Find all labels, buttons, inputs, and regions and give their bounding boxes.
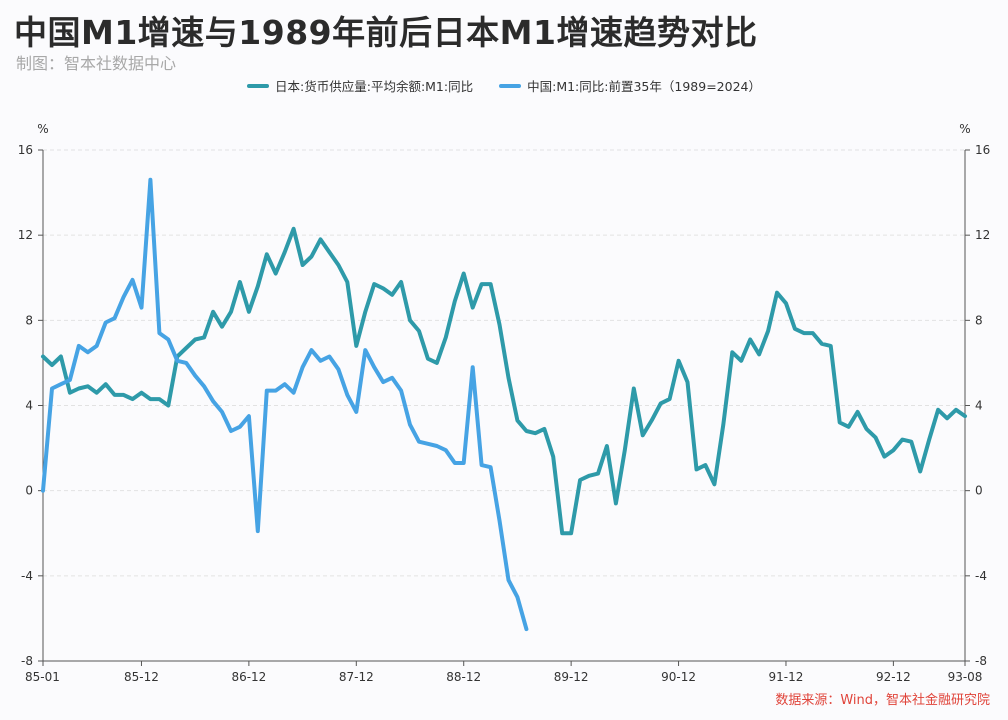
x-tick-label: 89-12 [554, 670, 589, 684]
chart-legend: 日本:货币供应量:平均余额:M1:同比 中国:M1:同比:前置35年（1989=… [0, 76, 1008, 95]
y-tick-label-right: -8 [975, 654, 987, 668]
y-tick-label-left: 8 [25, 313, 33, 327]
y-tick-label-left: -8 [21, 654, 33, 668]
x-tick-label: 91-12 [769, 670, 804, 684]
y-tick-label-right: -4 [975, 569, 987, 583]
chart-title: 中国M1增速与1989年前后日本M1增速趋势对比 [14, 13, 758, 52]
y-tick-label-right: 8 [975, 313, 983, 327]
y-tick-label-right: 16 [975, 143, 990, 157]
legend-label-china: 中国:M1:同比:前置35年（1989=2024） [527, 79, 761, 94]
y-tick-label-right: 4 [975, 399, 983, 413]
y-tick-label-left: 16 [18, 143, 33, 157]
legend-item-china[interactable]: 中国:M1:同比:前置35年（1989=2024） [499, 76, 761, 95]
y-tick-label-left: -4 [21, 569, 33, 583]
x-tick-label: 85-12 [124, 670, 159, 684]
data-source-note: 数据来源：Wind，智本社金融研究院 [775, 693, 990, 708]
legend-item-japan[interactable]: 日本:货币供应量:平均余额:M1:同比 [247, 76, 473, 95]
series-lines [41, 177, 967, 632]
series-line-japan [41, 226, 967, 536]
series-line-china [41, 177, 529, 632]
y-unit-right: % [959, 122, 970, 136]
x-tick-label: 92-12 [876, 670, 911, 684]
axes: -8 -8 -4 -4 0 0 4 4 8 8 12 12 16 16% % 85-01 85-12 86-12 8… [18, 122, 991, 684]
y-tick-label-left: 12 [18, 228, 33, 242]
y-tick-label-right: 12 [975, 228, 990, 242]
x-tick-label: 93-08 [948, 670, 983, 684]
legend-swatch-china [499, 83, 522, 88]
y-tick-label-left: 0 [25, 484, 33, 498]
x-tick-label: 86-12 [231, 670, 266, 684]
legend-swatch-japan [247, 83, 270, 88]
y-tick-label-right: 0 [975, 484, 983, 498]
x-tick-label: 88-12 [446, 670, 481, 684]
y-unit-left: % [37, 122, 48, 136]
chart-subtitle: 制图：智本社数据中心 [16, 54, 177, 73]
y-tick-label-left: 4 [25, 399, 33, 413]
x-tick-label: 90-12 [661, 670, 696, 684]
legend-label-japan: 日本:货币供应量:平均余额:M1:同比 [275, 79, 474, 94]
x-tick-label: 87-12 [339, 670, 374, 684]
x-tick-label: 85-01 [25, 670, 60, 684]
